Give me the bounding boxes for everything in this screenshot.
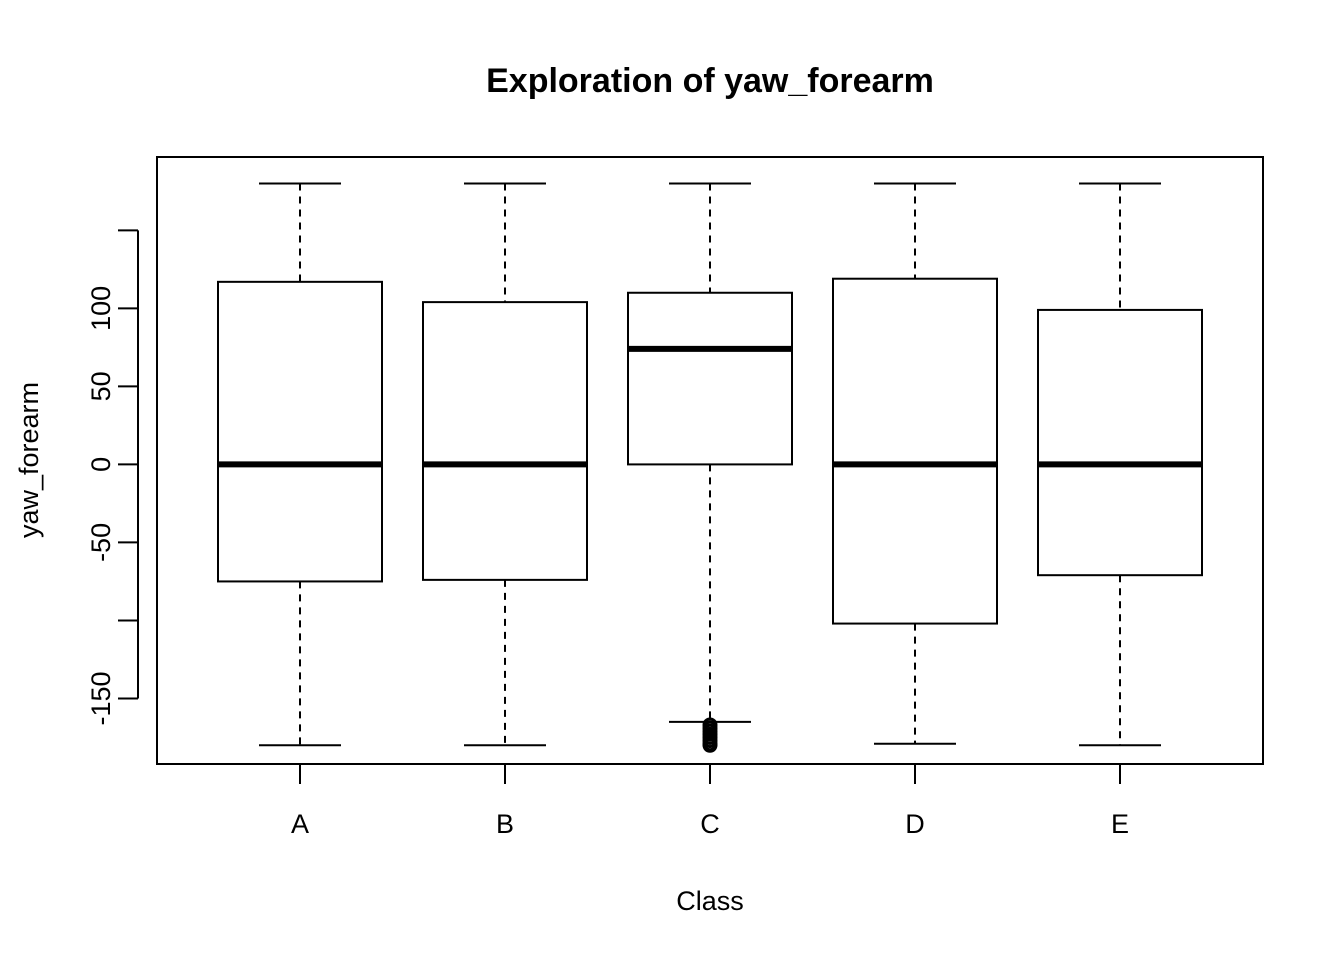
y-tick-label: 0 <box>86 457 116 472</box>
box-iqr <box>627 291 793 466</box>
x-tick-label: C <box>700 809 720 839</box>
y-tick-label: -50 <box>86 523 116 562</box>
box-iqr <box>422 301 588 581</box>
box-C <box>627 182 793 753</box>
box-D <box>832 182 998 745</box>
y-tick-label: 50 <box>86 371 116 401</box>
x-tick-label: B <box>496 809 514 839</box>
boxes-group <box>217 182 1203 753</box>
x-tick-label: D <box>905 809 925 839</box>
outlier-point <box>702 737 718 753</box>
box-iqr <box>1037 308 1203 577</box>
box-E <box>1037 182 1203 747</box>
x-tick-label: E <box>1111 809 1129 839</box>
x-axis: A B C D E <box>291 764 1129 839</box>
box-iqr <box>832 277 998 625</box>
x-tick-label: A <box>291 809 309 839</box>
y-axis-label: yaw_forearm <box>14 382 44 538</box>
x-axis-label: Class <box>676 886 744 916</box>
y-tick-label: 100 <box>86 286 116 331</box>
y-tick-label: -150 <box>86 671 116 725</box>
box-B <box>422 182 588 747</box>
box-A <box>217 182 383 747</box>
y-axis: -150 -50 0 50 100 <box>86 229 139 725</box>
chart-title: Exploration of yaw_forearm <box>486 62 934 100</box>
box-iqr <box>217 280 383 583</box>
